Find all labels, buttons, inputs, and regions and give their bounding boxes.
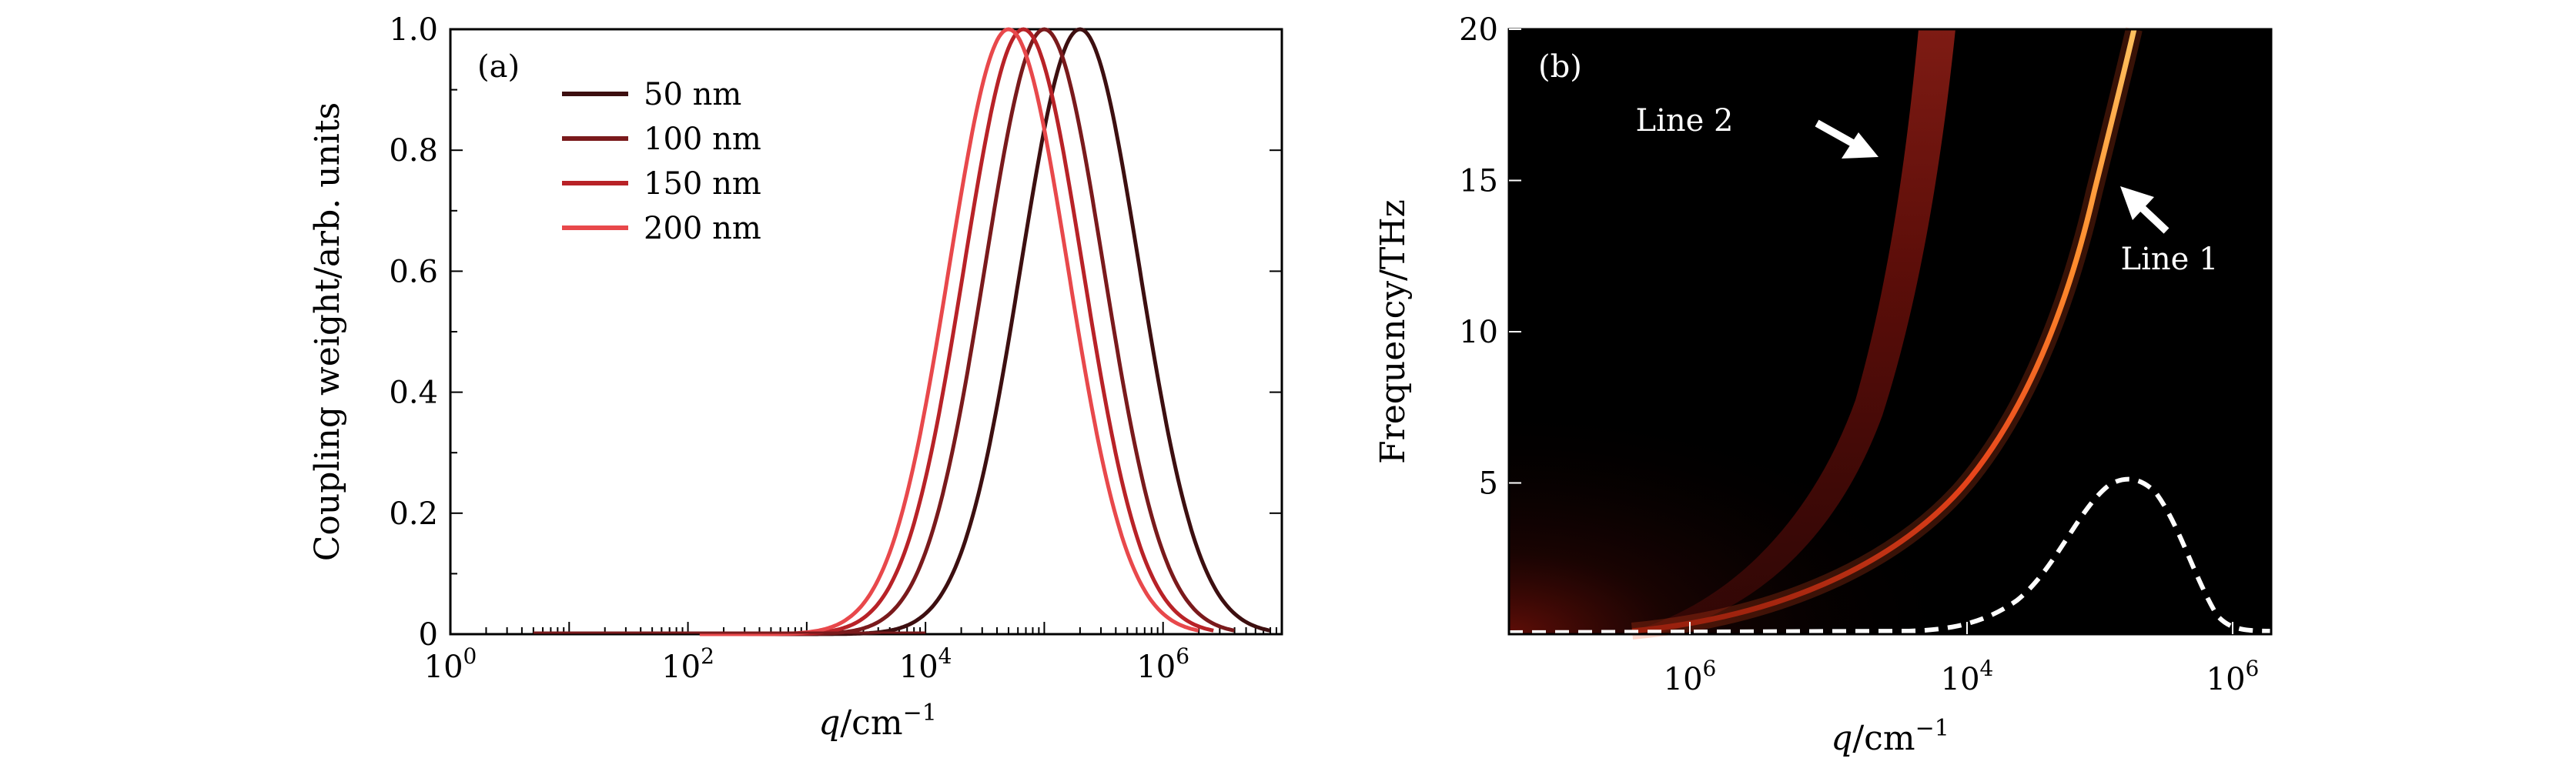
x-tick-exp: 0 xyxy=(463,643,477,669)
y-tick-label: 5 xyxy=(1479,466,1498,502)
panel-a-y-ticks: 0 0.2 0.4 0.6 0.8 1.0 xyxy=(389,12,1282,653)
y-tick-label: 15 xyxy=(1459,164,1498,199)
x-tick-label: 104 xyxy=(899,643,952,685)
y-tick-label: 0.2 xyxy=(389,496,438,532)
coupling-dashed-curve xyxy=(1508,476,2272,635)
panel-b-y-ticks: 5 10 15 20 xyxy=(1459,12,1521,502)
annotation-line-2: Line 2 xyxy=(1636,103,1734,139)
y-tick-label: 0.8 xyxy=(389,133,438,169)
arrow-line-1 xyxy=(2120,186,2170,234)
x-tick-exp: 4 xyxy=(938,643,952,669)
arrow-line-2 xyxy=(1815,119,1878,159)
x-tick-label: 106 xyxy=(2206,656,2260,697)
y-tick-label: 20 xyxy=(1459,12,1498,48)
x-tick-exp: 6 xyxy=(2246,656,2260,681)
series-line-100-nm xyxy=(735,27,1235,636)
x-tick-label: 106 xyxy=(1664,656,1717,697)
x-tick-base: 10 xyxy=(899,650,938,685)
panel-b-x-ticks: 106 104 106 xyxy=(1664,622,2260,697)
panel-a-x-ticks: 100 102 104 106 xyxy=(424,622,1277,685)
x-tick-exp: 2 xyxy=(701,643,714,669)
x-tick-exp: 6 xyxy=(1703,656,1717,681)
panel-b-x-label-var: q xyxy=(1831,719,1852,758)
x-tick-base: 10 xyxy=(1664,662,1703,697)
y-tick-label: 0 xyxy=(419,617,438,653)
panel-a-x-axis-label: q/cm−1 xyxy=(818,700,937,743)
x-tick-label: 102 xyxy=(661,643,714,685)
y-tick-label: 0.4 xyxy=(389,376,438,411)
panel-a: 100 102 104 106 00.20.40.60.81.0 (a) 50 nm1… xyxy=(308,12,1283,743)
y-tick-label: 1.0 xyxy=(389,12,438,48)
panel-b-x-label-unit: /cm xyxy=(1852,719,1915,758)
x-tick-base: 10 xyxy=(2206,662,2246,697)
line-1-glow xyxy=(1631,27,2143,640)
panel-a-y-axis-label: Coupling weight/arb. units xyxy=(308,102,347,562)
x-tick-base: 10 xyxy=(1136,650,1176,685)
legend-label: 100 nm xyxy=(644,122,761,157)
line-1-curve xyxy=(1631,28,2137,634)
panel-a-frame xyxy=(449,28,1283,636)
panel-b-label: (b) xyxy=(1538,49,1582,85)
line-2-band xyxy=(1632,29,1955,633)
panel-a-series xyxy=(533,27,1271,636)
legend-label: 200 nm xyxy=(644,211,761,246)
panel-b-y-axis-label: Frequency/THz xyxy=(1373,199,1413,464)
x-tick-base: 10 xyxy=(1941,662,1980,697)
panel-b-x-axis-label: q/cm−1 xyxy=(1831,715,1949,758)
panel-a-x-label-var: q xyxy=(818,703,840,743)
x-tick-base: 10 xyxy=(661,650,701,685)
series-line-200-nm xyxy=(699,27,1199,636)
legend-label: 150 nm xyxy=(644,166,761,202)
annotation-line-1: Line 1 xyxy=(2121,242,2219,277)
panel-a-x-label-unit: /cm xyxy=(840,703,902,743)
panel-a-label: (a) xyxy=(477,49,520,85)
panel-a-legend: 50 nm 100 nm 150 nm 200 nm xyxy=(562,77,761,246)
x-tick-exp: 6 xyxy=(1176,643,1189,669)
y-tick-label: 0.6 xyxy=(389,254,438,289)
legend-label: 50 nm xyxy=(644,77,741,112)
panel-a-x-label-exp: −1 xyxy=(903,700,937,727)
x-tick-label: 104 xyxy=(1941,656,1994,697)
x-tick-label: 100 xyxy=(424,643,477,685)
x-tick-label: 106 xyxy=(1136,643,1189,685)
panel-b-x-label-exp: −1 xyxy=(1915,715,1949,742)
x-tick-exp: 4 xyxy=(1980,656,1994,681)
series-line-50-nm xyxy=(771,27,1271,636)
y-tick-label: 10 xyxy=(1459,315,1498,350)
x-tick-base: 10 xyxy=(424,650,463,685)
